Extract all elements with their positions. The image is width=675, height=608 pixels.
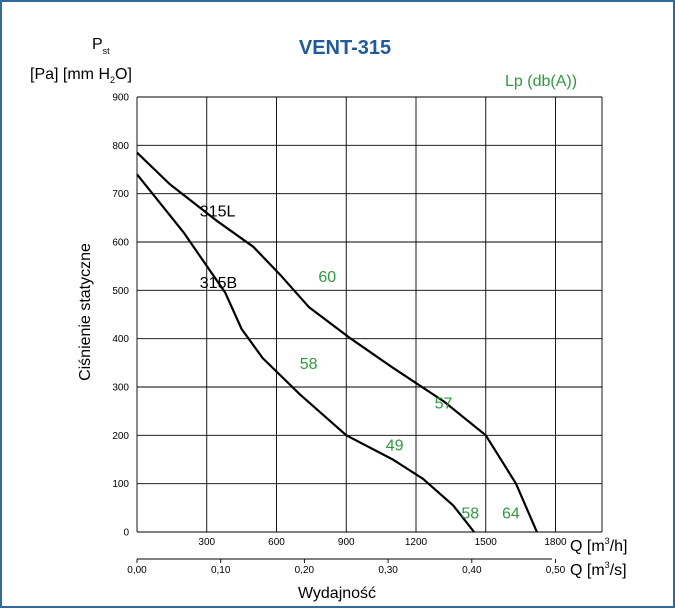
y-axis-label: Ciśnienie statyczne bbox=[77, 243, 94, 381]
noise-level-label: 49 bbox=[386, 438, 404, 455]
x-tick-label-secondary: 0,20 bbox=[295, 565, 315, 576]
pressure-symbol-p: P bbox=[92, 36, 103, 53]
y-tick-label: 500 bbox=[112, 286, 129, 297]
y-tick-label: 0 bbox=[123, 528, 129, 539]
x-tick-label-primary: 1500 bbox=[475, 537, 498, 548]
x-unit-secondary-sup: 3 bbox=[605, 560, 610, 570]
pressure-unit-suffix: O] bbox=[115, 66, 132, 83]
x-unit-primary-text: Q [m bbox=[570, 538, 605, 555]
x-tick-label-secondary: 0,40 bbox=[462, 565, 482, 576]
y-tick-label: 800 bbox=[112, 141, 129, 152]
plot-area: 0 100 200 300 400 500 600 700 800 900 300 600 900 120… bbox=[112, 93, 603, 576]
x-axis-label: Wydajność bbox=[298, 585, 376, 602]
x-tick-label-primary: 1200 bbox=[405, 537, 428, 548]
y-tick-label: 900 bbox=[112, 93, 129, 104]
series-label-315b: 315B bbox=[200, 275, 237, 292]
x-unit-primary: Q [m3/h] bbox=[570, 536, 627, 555]
x-unit-secondary: Q [m3/s] bbox=[570, 560, 627, 579]
y-tick-label: 700 bbox=[112, 189, 129, 200]
x-tick-label-secondary: 0,00 bbox=[127, 565, 147, 576]
x-tick-label-secondary: 0,10 bbox=[211, 565, 231, 576]
pressure-symbol-sub: st bbox=[103, 46, 111, 56]
x-unit-secondary-text: Q [m bbox=[570, 562, 605, 579]
pressure-unit-prefix: [Pa] [mm H bbox=[30, 66, 110, 83]
y-tick-label: 100 bbox=[112, 479, 129, 490]
chart-title: VENT-315 bbox=[299, 37, 391, 59]
y-tick-label: 200 bbox=[112, 431, 129, 442]
noise-axis-label: Lp (db(A)) bbox=[505, 73, 577, 90]
y-tick-label: 300 bbox=[112, 383, 129, 394]
y-tick-label: 600 bbox=[112, 238, 129, 249]
x-tick-label-secondary: 0,30 bbox=[378, 565, 398, 576]
noise-level-label: 58 bbox=[300, 356, 318, 373]
x-unit-primary-sup: 3 bbox=[605, 536, 610, 546]
noise-level-label: 64 bbox=[502, 506, 520, 523]
noise-level-label: 57 bbox=[435, 395, 453, 412]
series-label-315l: 315L bbox=[200, 204, 236, 221]
curve-315l bbox=[136, 151, 538, 533]
x-unit-secondary-end: /s] bbox=[610, 562, 627, 579]
pressure-unit-label: [Pa] [mm H2O] bbox=[30, 66, 132, 85]
pressure-symbol: Pst bbox=[92, 36, 110, 56]
x-unit-primary-end: /h] bbox=[610, 538, 628, 555]
noise-level-label: 60 bbox=[318, 269, 336, 286]
x-tick-label-primary: 900 bbox=[338, 537, 355, 548]
x-tick-label-primary: 1800 bbox=[544, 537, 567, 548]
noise-level-label: 58 bbox=[461, 506, 479, 523]
x-tick-label-primary: 300 bbox=[198, 537, 215, 548]
y-tick-label: 400 bbox=[112, 334, 129, 345]
x-tick-label-primary: 600 bbox=[268, 537, 285, 548]
pressure-unit-sub: 2 bbox=[110, 75, 115, 85]
x-tick-label-secondary: 0,50 bbox=[546, 565, 566, 576]
curve-315b bbox=[136, 173, 475, 533]
